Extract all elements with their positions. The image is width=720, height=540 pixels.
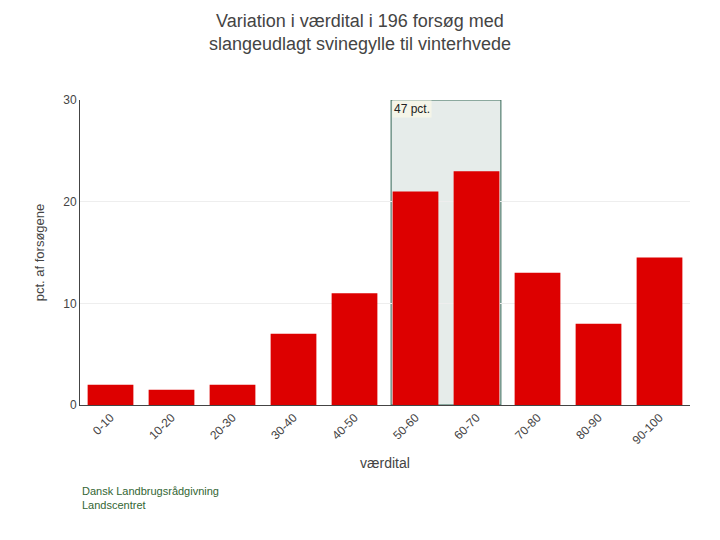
svg-text:værdital: værdital [360,455,410,471]
svg-text:50-60: 50-60 [390,411,422,443]
svg-text:60-70: 60-70 [451,411,483,443]
svg-text:0: 0 [70,398,77,412]
svg-text:80-90: 80-90 [573,411,605,443]
svg-text:Variation i værdital i 196 for: Variation i værdital i 196 forsøg medsla… [209,11,511,54]
svg-text:30: 30 [63,93,77,107]
svg-text:70-80: 70-80 [512,411,544,443]
svg-text:0-10: 0-10 [90,411,117,438]
svg-text:20: 20 [63,195,77,209]
svg-text:90-100: 90-100 [630,411,667,448]
svg-text:30-40: 30-40 [268,411,300,443]
svg-text:47 pct.: 47 pct. [394,102,430,116]
svg-text:10: 10 [63,297,77,311]
svg-text:10-20: 10-20 [146,411,178,443]
svg-text:20-30: 20-30 [207,411,239,443]
svg-text:40-50: 40-50 [329,411,361,443]
svg-text:Dansk LandbrugsrådgivningLands: Dansk LandbrugsrådgivningLandscentret [82,485,219,511]
svg-text:pct. af forsøgene: pct. af forsøgene [32,204,47,302]
